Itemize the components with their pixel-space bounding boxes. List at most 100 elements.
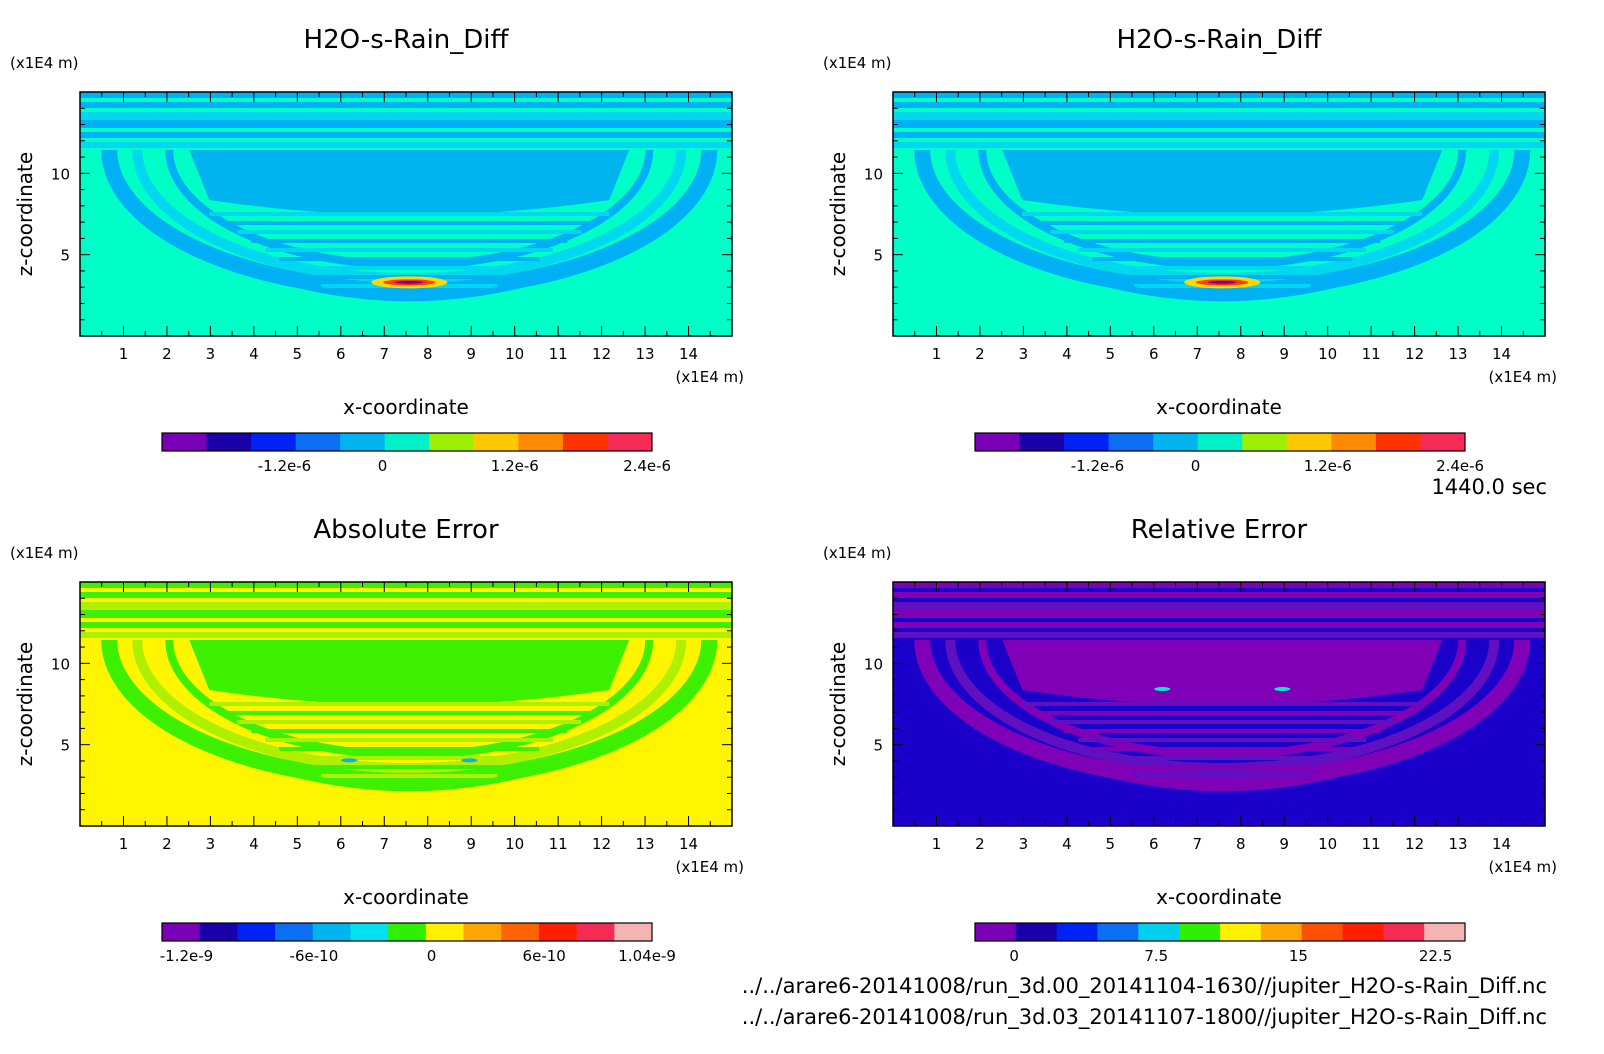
- x-tick-label: 3: [1019, 345, 1029, 363]
- colorbar-swatch: [1064, 433, 1110, 451]
- heatmap-stripe: [237, 230, 582, 234]
- x-tick-label: 14: [679, 345, 698, 363]
- heatmap-stripe: [1134, 774, 1311, 778]
- heatmap-field: [80, 582, 732, 826]
- x-tick-label: 13: [636, 835, 655, 853]
- heatmap-stripe: [1092, 257, 1353, 261]
- colorbar-swatch: [1108, 433, 1154, 451]
- x-tick-label: 2: [162, 345, 172, 363]
- x-axis-title: x-coordinate: [1156, 395, 1282, 419]
- colorbar-swatch: [1286, 433, 1332, 451]
- x-tick-label: 2: [975, 345, 985, 363]
- x-tick-label: 14: [679, 835, 698, 853]
- x-tick-label: 1: [932, 835, 942, 853]
- x-tick-label: 4: [249, 345, 259, 363]
- x-tick-label: 12: [1405, 345, 1424, 363]
- colorbar-tick-label: 0: [1009, 947, 1019, 965]
- chart-title: Relative Error: [1131, 515, 1308, 545]
- heatmap-stripe: [1092, 747, 1353, 751]
- x-tick-label: 6: [1149, 345, 1159, 363]
- heatmap-stripe: [293, 756, 526, 760]
- colorbar-swatch: [340, 433, 386, 451]
- heatmap-band: [80, 132, 732, 138]
- x-tick-label: 7: [379, 345, 389, 363]
- colorbar-swatch: [1138, 923, 1180, 941]
- heatmap-arc: [914, 149, 1531, 298]
- heatmap-stripe: [279, 747, 540, 751]
- heatmap-stripe: [209, 702, 610, 706]
- x-tick-label: 1: [932, 345, 942, 363]
- x-tick-label: 3: [1019, 835, 1029, 853]
- x-tick-label: 11: [549, 835, 568, 853]
- x-tick-label: 5: [293, 345, 303, 363]
- heatmap-bowl: [189, 150, 630, 215]
- colorbar-swatch: [607, 433, 653, 451]
- colorbar-tick-label: 7.5: [1144, 947, 1168, 965]
- heatmap-stripe: [251, 729, 568, 733]
- heatmap-field: [893, 582, 1545, 826]
- y-tick-label: 10: [51, 165, 70, 183]
- y-tick-label: 10: [864, 655, 883, 673]
- heatmap-skirt: [1071, 271, 1374, 302]
- x-unit-label: (x1E4 m): [675, 858, 744, 876]
- colorbar-swatch: [425, 923, 465, 941]
- heatmap-stripe: [237, 720, 582, 724]
- colorbar-swatch: [1153, 433, 1199, 451]
- x-tick-label: 6: [336, 835, 346, 853]
- heatmap-stripe: [1078, 738, 1367, 742]
- heatmap-stripe: [1022, 212, 1423, 216]
- y-unit-label: (x1E4 m): [823, 544, 892, 562]
- colorbar-swatch: [1420, 433, 1466, 451]
- heatmap-bowl: [1002, 640, 1443, 705]
- heatmap-stripe: [1050, 230, 1395, 234]
- x-tick-label: 11: [1362, 345, 1381, 363]
- heatmap-stripe: [1022, 702, 1423, 706]
- colorbar-tick-label: 22.5: [1419, 947, 1452, 965]
- x-tick-label: 9: [1279, 345, 1289, 363]
- colorbar-swatch: [1097, 923, 1139, 941]
- x-tick-label: 8: [1236, 835, 1246, 853]
- x-tick-label: 9: [466, 345, 476, 363]
- y-axis-title: z-coordinate: [826, 152, 850, 276]
- x-tick-label: 6: [1149, 835, 1159, 853]
- x-tick-label: 4: [1062, 835, 1072, 853]
- colorbar-swatch: [975, 923, 1017, 941]
- heatmap-field: [80, 92, 732, 336]
- heatmap-stripe: [223, 221, 596, 225]
- colorbar-swatch: [1197, 433, 1243, 451]
- colorbar-frame: [161, 432, 653, 452]
- colorbar-swatch: [1179, 923, 1221, 941]
- x-tick-label: 13: [636, 345, 655, 363]
- colorbar-swatch: [1242, 433, 1288, 451]
- colorbar-swatch: [1331, 433, 1377, 451]
- colorbar-swatch: [312, 923, 351, 941]
- x-tick-label: 4: [249, 835, 259, 853]
- heatmap-band: [893, 142, 1545, 148]
- heatmap-stripe: [1120, 765, 1325, 769]
- heatmap-arc: [165, 149, 654, 269]
- x-tick-label: 5: [1106, 835, 1116, 853]
- colorbar-swatch: [473, 433, 519, 451]
- colorbar-swatch: [1260, 923, 1303, 941]
- x-tick-label: 14: [1492, 345, 1511, 363]
- x-tick-label: 7: [1192, 345, 1202, 363]
- colorbar-swatch: [388, 923, 427, 941]
- heatmap-band: [893, 610, 1545, 618]
- x-tick-label: 1: [119, 835, 129, 853]
- colorbar-swatch: [1019, 433, 1065, 451]
- colorbar-swatch: [1301, 923, 1343, 941]
- colorbar-swatch: [162, 923, 201, 941]
- x-tick-label: 9: [466, 835, 476, 853]
- heatmap-band: [893, 112, 1545, 120]
- x-tick-label: 5: [1106, 345, 1116, 363]
- colorbar-tick-label: 2.4e-6: [1436, 457, 1484, 475]
- colorbar-swatch: [1424, 923, 1466, 941]
- heatmap-arc: [978, 639, 1467, 759]
- file-path-1: ../../arare6-20141008/run_3d.00_20141104…: [742, 974, 1547, 999]
- x-tick-label: 7: [379, 835, 389, 853]
- heatmap-stripe: [1050, 720, 1395, 724]
- colorbar-frame: [974, 922, 1466, 942]
